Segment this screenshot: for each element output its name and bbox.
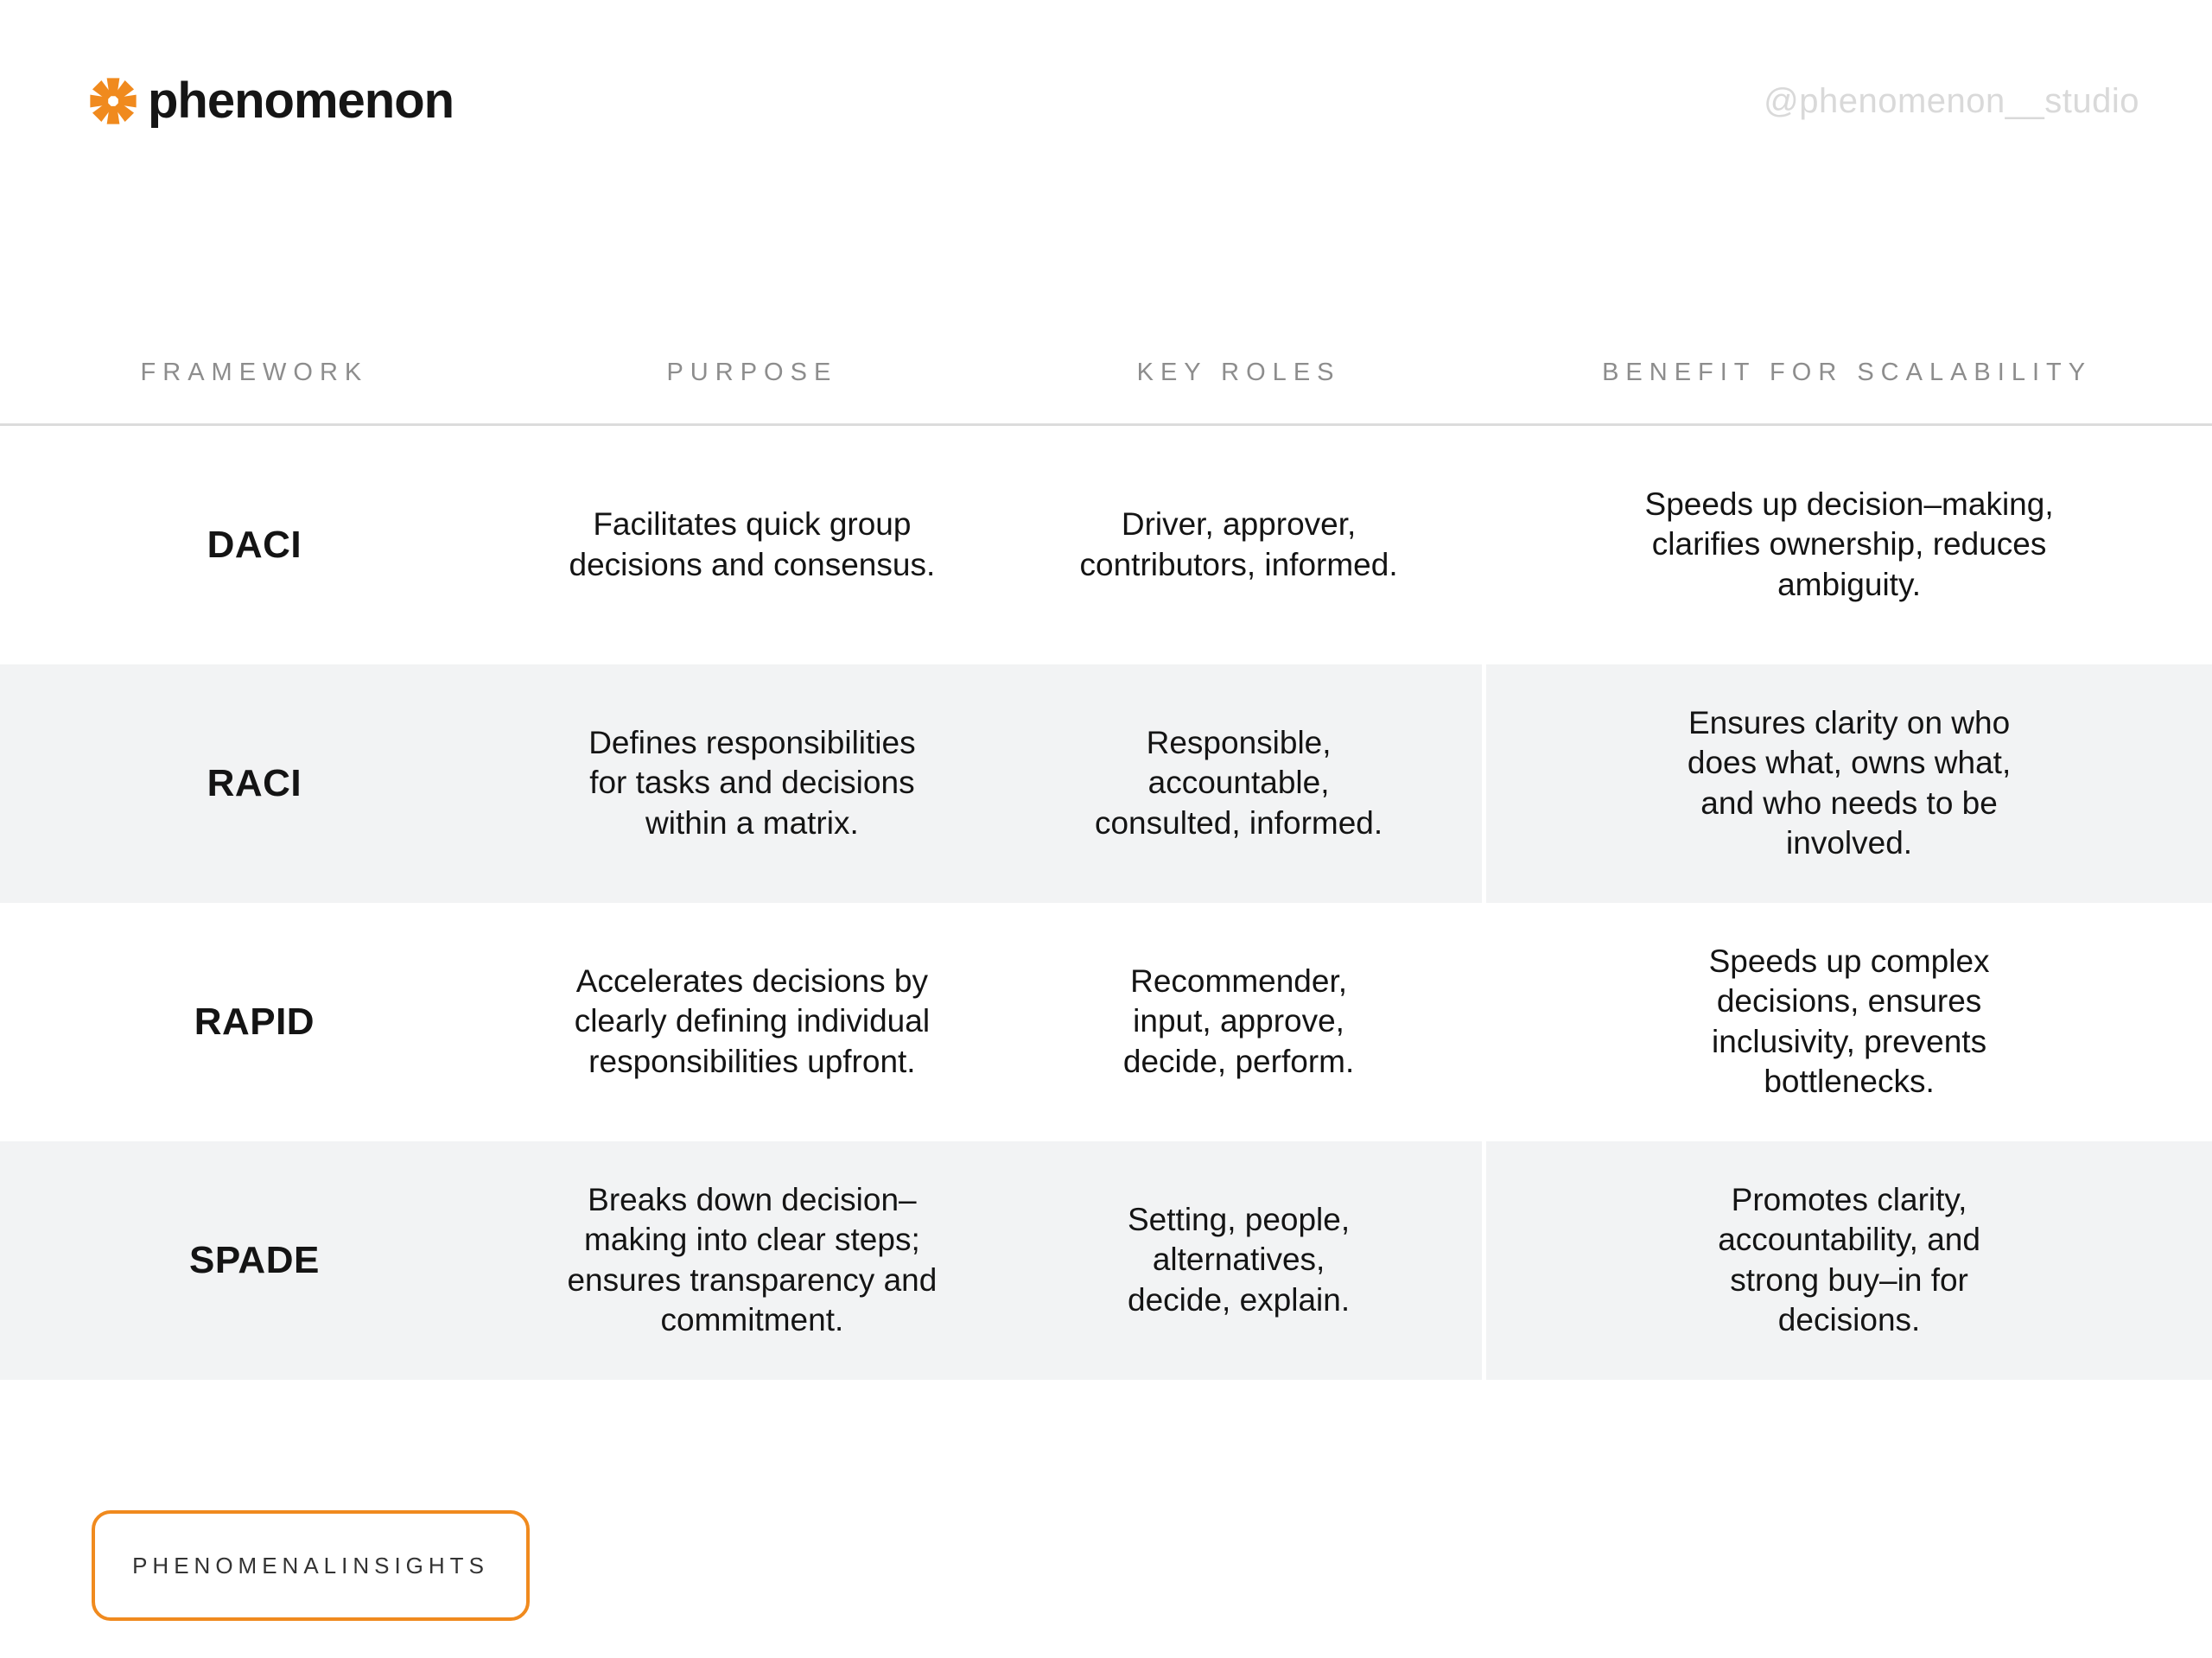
key-roles-text: Recommender, input, approve, decide, per… — [1122, 962, 1355, 1080]
key-roles-text: Responsible, accountable, consulted, inf… — [995, 664, 1483, 903]
purpose-text: Accelerates decisions by clearly definin… — [574, 962, 931, 1080]
benefit-text: Promotes clarity, accountability, and st… — [1482, 1140, 2212, 1380]
table-row-raci: RACI Defines responsibilities for tasks … — [0, 664, 2212, 903]
framework-name: SPADE — [0, 1140, 509, 1380]
purpose-text: Breaks down decision– making into clear … — [508, 1140, 995, 1380]
benefit-text: Speeds up complex decisions, ensures inc… — [1482, 902, 2212, 1141]
table-row-rapid: RAPID Accelerates decisions by clearly d… — [0, 902, 2212, 1141]
column-header-benefit: BENEFIT FOR SCALABILITY — [1602, 359, 2093, 386]
header-divider-line — [0, 422, 2212, 426]
purpose-text: Defines responsibilities for tasks and d… — [508, 664, 995, 903]
top-bar: phenomenon @phenomenon__studio — [0, 0, 2212, 135]
logo-text: phenomenon — [148, 73, 454, 129]
asterisk-burst-icon — [90, 78, 137, 124]
table-row-daci: DACI Facilitates quick group decisions a… — [0, 425, 2212, 664]
framework-name: RACI — [0, 664, 509, 903]
benefit-text: Ensures clarity on who does what, owns w… — [1482, 664, 2212, 903]
purpose-text: Facilitates quick group decisions and co… — [569, 506, 936, 582]
table-row-spade: SPADE Breaks down decision– making into … — [0, 1140, 2212, 1380]
key-roles-text: Setting, people, alternatives, decide, e… — [995, 1140, 1483, 1380]
table-header-row: FRAMEWORK PURPOSE KEY ROLES BENEFIT FOR … — [0, 358, 2212, 388]
phenomenal-insights-button[interactable]: PHENOMENALINSIGHTS — [92, 1510, 530, 1621]
key-roles-text: Driver, approver, contributors, informed… — [1079, 506, 1398, 582]
framework-name: RAPID — [194, 1001, 315, 1044]
benefit-text: Speeds up decision–making, clarifies own… — [1482, 425, 2212, 664]
framework-name: DACI — [207, 524, 302, 567]
frameworks-table: DACI Facilitates quick group decisions a… — [0, 425, 2212, 1380]
column-header-framework: FRAMEWORK — [140, 359, 369, 386]
social-handle: @phenomenon__studio — [1764, 81, 2139, 120]
column-header-key-roles: KEY ROLES — [1136, 359, 1341, 386]
column-header-purpose: PURPOSE — [666, 359, 838, 386]
brand-logo: phenomenon — [86, 74, 454, 128]
